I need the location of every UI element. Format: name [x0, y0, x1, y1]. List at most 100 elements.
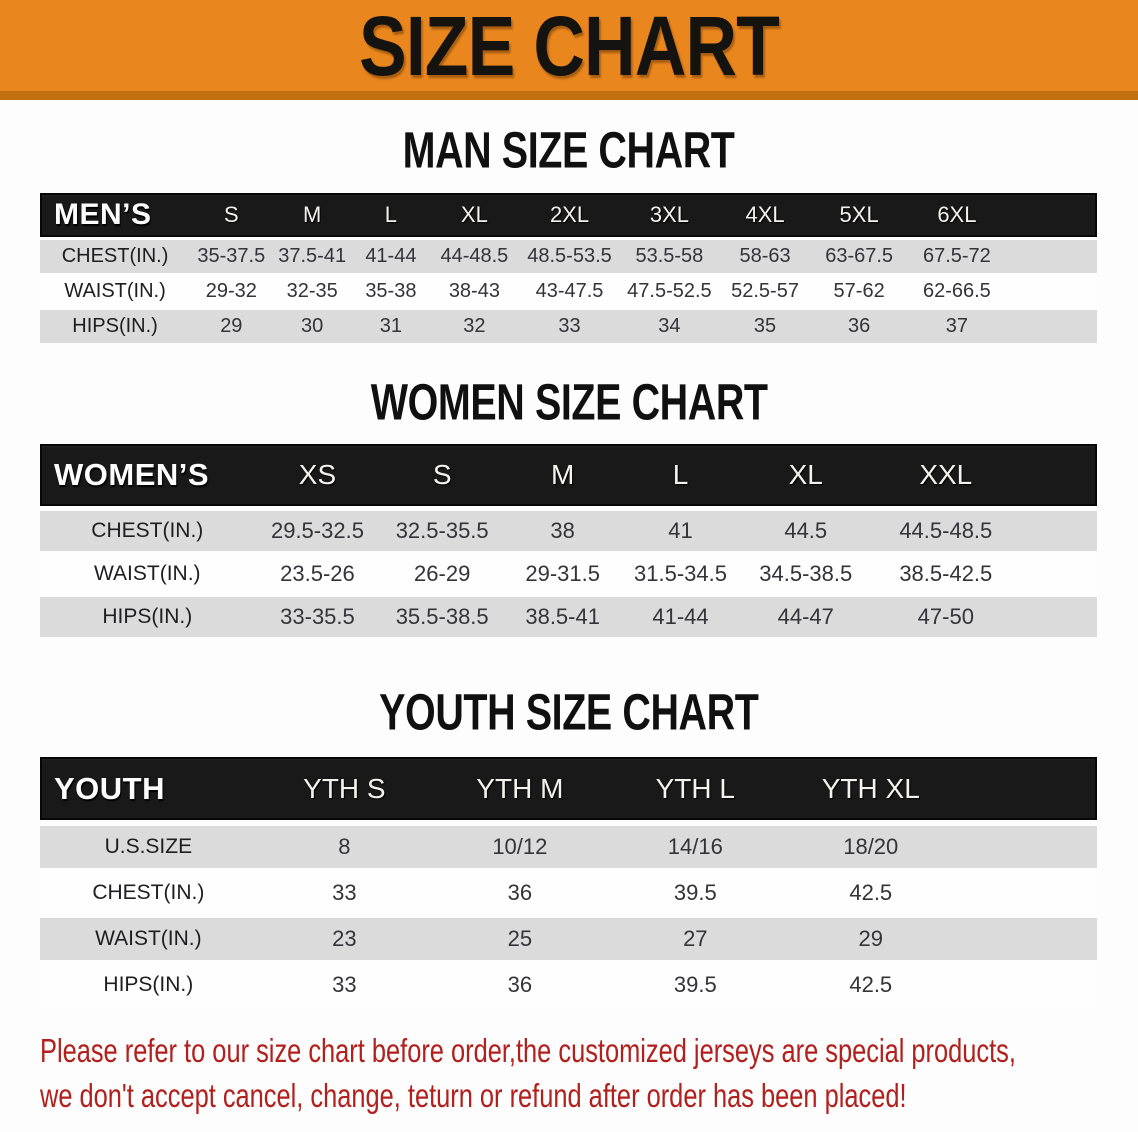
cell-value: 29.5-32.5: [270, 517, 364, 543]
cell-value: 38: [550, 517, 575, 543]
cell-value: 33: [558, 315, 581, 338]
cell-value: 33: [332, 972, 357, 998]
table-row: HIPS(IN.) 29 30 31 32 33 34 35 36 37: [40, 310, 1097, 344]
row-label: WAIST(IN.): [95, 927, 202, 951]
cell-value: 35: [753, 315, 777, 338]
column-header: XL: [460, 202, 488, 228]
footer-disclaimer: Please refer to our size chart before or…: [0, 1028, 1138, 1118]
cell-value: 26-29: [414, 560, 471, 586]
cell-value: 44-48.5: [440, 245, 509, 268]
cell-value: 31: [379, 315, 403, 338]
men-size-table: MEN’S S M L XL 2XL 3XL 4XL 5XL 6XL CHEST(IN.) 35-37…: [40, 193, 1097, 344]
column-header: XL: [788, 458, 823, 490]
size-chart-sections: MAN SIZE CHART MEN’S S M L XL 2XL 3XL 4XL 5XL 6XL C…: [0, 120, 1138, 1007]
cell-value: 44-47: [777, 603, 834, 629]
cell-value: 67.5-72: [922, 245, 991, 268]
table-row: CHEST(IN.) 33 36 39.5 42.5: [40, 872, 1097, 915]
cell-value: 32: [463, 315, 486, 338]
cell-value: 18/20: [843, 834, 899, 860]
cell-value: 23.5-26: [280, 560, 355, 586]
cell-value: 36: [507, 972, 533, 998]
banner-title: SIZE CHART: [359, 0, 780, 93]
footer-line-1: Please refer to our size chart before or…: [40, 1032, 1016, 1070]
cell-value: 37.5-41: [278, 245, 347, 268]
cell-value: 47.5-52.5: [627, 280, 712, 303]
cell-value: 8: [338, 834, 351, 860]
cell-value: 43-47.5: [535, 280, 604, 303]
cell-value: 27: [683, 926, 708, 952]
column-header: YTH XL: [821, 772, 920, 804]
cell-value: 58-63: [739, 245, 791, 268]
column-header: L: [384, 202, 398, 228]
cell-value: 30: [301, 315, 324, 338]
section-men: MAN SIZE CHART MEN’S S M L XL 2XL 3XL 4XL 5XL 6XL C…: [0, 120, 1138, 344]
row-label: CHEST(IN.): [61, 245, 169, 268]
table-row: CHEST(IN.) 35-37.5 37.5-41 41-44 44-48.5 48.5…: [40, 240, 1097, 274]
section-title-text: YOUTH SIZE CHART: [379, 682, 759, 740]
cell-value: 29: [220, 315, 243, 338]
column-header: XXL: [919, 458, 973, 490]
cell-value: 53.5-58: [635, 245, 704, 268]
table-row: HIPS(IN.) 33-35.5 35.5-38.5 38.5-41 41-44 44-…: [40, 596, 1097, 637]
cell-value: 38.5-41: [525, 603, 600, 629]
cell-value: 42.5: [849, 880, 893, 906]
table-header-label: YOUTH: [54, 770, 165, 806]
cell-value: 23: [332, 926, 357, 952]
section-title-text: WOMEN SIZE CHART: [370, 373, 768, 431]
cell-value: 44.5: [784, 517, 828, 543]
cell-value: 38-43: [448, 280, 500, 303]
banner: SIZE CHART: [0, 0, 1138, 100]
table-row: WAIST(IN.) 23.5-26 26-29 29-31.5 31.5-34.5 34…: [40, 553, 1097, 594]
column-header: S: [432, 458, 452, 490]
column-header: 3XL: [649, 202, 689, 228]
table-row: WAIST(IN.) 23 25 27 29: [40, 918, 1097, 961]
cell-value: 35.5-38.5: [395, 603, 489, 629]
cell-value: 29-31.5: [525, 560, 600, 586]
cell-value: 29: [858, 926, 883, 952]
cell-value: 62-66.5: [922, 280, 991, 303]
cell-value: 31.5-34.5: [634, 560, 727, 586]
table-header-row: MEN’S S M L XL 2XL 3XL 4XL 5XL 6XL: [40, 193, 1097, 238]
cell-value: 42.5: [849, 972, 893, 998]
cell-value: 35-37.5: [197, 245, 266, 268]
cell-value: 14/16: [667, 834, 723, 860]
section-title-text: MAN SIZE CHART: [403, 120, 735, 179]
column-header: XS: [298, 458, 337, 490]
cell-value: 35-38: [365, 280, 417, 303]
column-header: 4XL: [745, 202, 785, 228]
column-header: 5XL: [839, 202, 879, 228]
column-header: S: [223, 202, 239, 228]
cell-value: 33: [332, 880, 357, 906]
cell-value: 41: [668, 517, 693, 543]
cell-value: 29-32: [205, 280, 257, 303]
cell-value: 10/12: [492, 834, 548, 860]
cell-value: 52.5-57: [731, 280, 799, 303]
column-header: 2XL: [549, 202, 590, 228]
cell-value: 36: [848, 315, 871, 338]
table-header-label: WOMEN’S: [54, 456, 210, 492]
section-title-women: WOMEN SIZE CHART: [0, 373, 1138, 431]
column-header: L: [672, 458, 689, 490]
section-women: WOMEN SIZE CHART WOMEN’S XS S M L XL XXL CHEST(I…: [0, 373, 1138, 637]
cell-value: 37: [945, 315, 969, 338]
cell-value: 39.5: [673, 972, 717, 998]
cell-value: 25: [507, 926, 533, 952]
row-label: CHEST(IN.): [91, 518, 204, 542]
cell-value: 47-50: [917, 603, 974, 629]
table-row: WAIST(IN.) 29-32 32-35 35-38 38-43 43-47.5 47.…: [40, 275, 1097, 309]
cell-value: 41-44: [365, 245, 417, 268]
youth-size-table: YOUTH YTH S YTH M YTH L YTH XL U.S.SIZE 8 10/12…: [40, 757, 1097, 1007]
column-header: 6XL: [937, 202, 977, 228]
row-label: WAIST(IN.): [64, 280, 166, 303]
table-row: HIPS(IN.) 33 36 39.5 42.5: [40, 964, 1097, 1007]
cell-value: 32.5-35.5: [395, 517, 489, 543]
table-row: CHEST(IN.) 29.5-32.5 32.5-35.5 38 41 44.5 44.5…: [40, 510, 1097, 551]
row-label: CHEST(IN.): [92, 881, 205, 905]
column-header: M: [550, 458, 575, 490]
cell-value: 36: [507, 880, 533, 906]
cell-value: 44.5-48.5: [899, 517, 993, 543]
table-row: U.S.SIZE 8 10/12 14/16 18/20: [40, 826, 1097, 869]
row-label: HIPS(IN.): [72, 315, 158, 338]
row-label: WAIST(IN.): [94, 561, 201, 585]
